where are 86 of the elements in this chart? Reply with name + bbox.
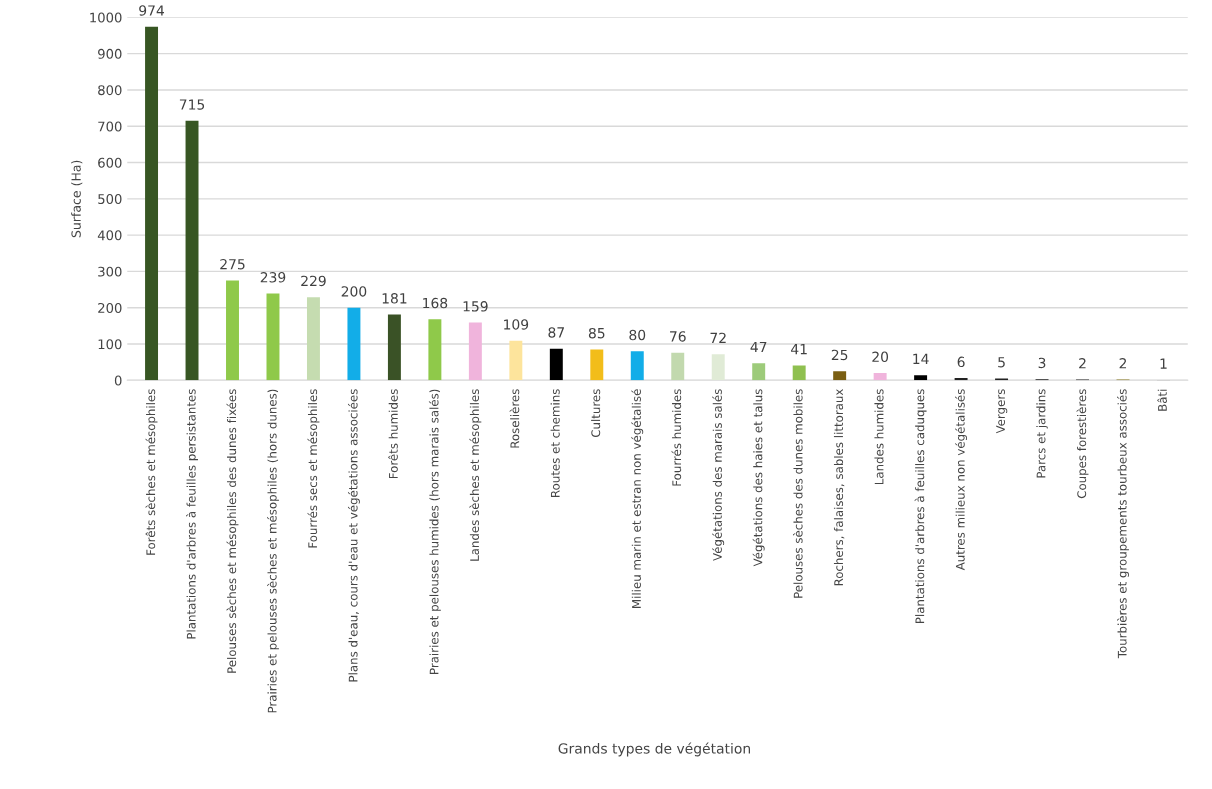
bar — [914, 375, 928, 381]
data-label: 974 — [139, 5, 165, 16]
y-tick-label: 700 — [98, 121, 122, 132]
y-tick-label: 300 — [98, 266, 122, 277]
data-label: 3 — [1038, 357, 1046, 369]
bar — [590, 349, 604, 381]
x-tick-label: Landes humides — [874, 389, 884, 485]
x-tick-label: Parcs et jardins — [1036, 389, 1048, 478]
bar — [671, 352, 685, 381]
x-tick-label: Bâti — [1157, 389, 1167, 411]
data-label: 87 — [548, 327, 564, 338]
x-tick-label: Forêts sèches et mésophiles — [145, 389, 158, 555]
x-tick-label: Prairies et pelouses humides (hors marais salés) — [428, 389, 441, 674]
bar — [387, 314, 401, 381]
bar — [428, 319, 442, 381]
data-label: 275 — [220, 258, 245, 270]
y-tick-label: 900 — [98, 48, 122, 59]
x-axis-title: Grands types de végétation — [558, 742, 750, 757]
bar — [833, 371, 847, 381]
y-axis-title: Surface (Ha) — [71, 160, 83, 238]
x-tick-label: Routes et chemins — [550, 389, 560, 497]
bar — [711, 354, 725, 381]
data-label: 239 — [260, 272, 286, 283]
bar — [347, 307, 361, 381]
y-tick-label: 600 — [98, 157, 122, 168]
bar — [873, 373, 887, 381]
x-tick-label: Pelouses sèches et mésophiles des dunes fixées — [226, 389, 239, 673]
bar — [185, 120, 199, 381]
data-label: 76 — [670, 331, 686, 342]
x-tick-label: Végétations des marais salés — [712, 389, 725, 561]
x-tick-label: Fourrés secs et mésophiles — [307, 389, 320, 548]
data-label: 2 — [1119, 358, 1127, 369]
x-tick-label: Plans d'eau, cours d'eau et végétations associées — [347, 389, 360, 682]
data-label: 80 — [629, 329, 646, 341]
bar — [954, 378, 968, 381]
x-tick-label: Tourbières et groupements tourbeux associés — [1117, 389, 1129, 659]
x-tick-label: Cultures — [591, 389, 601, 438]
y-tick-label: 0 — [114, 375, 122, 386]
x-tick-label: Plantations d'arbres à feuilles persistantes — [186, 389, 198, 639]
bar — [549, 348, 563, 381]
x-tick-label: Vergers — [996, 389, 1008, 434]
y-tick-label: 800 — [98, 85, 122, 96]
x-tick-label: Landes sèches et mésophiles — [469, 389, 482, 561]
data-label: 25 — [831, 349, 848, 361]
y-tick-label: 200 — [98, 302, 122, 313]
y-tick-label: 500 — [98, 194, 122, 205]
x-tick-label: Forêts humides — [388, 389, 398, 479]
data-label: 200 — [341, 286, 367, 297]
data-label: 41 — [791, 344, 807, 355]
bar — [266, 293, 280, 381]
x-tick-label: Rochers, falaises, sables littoraux — [833, 389, 845, 586]
y-tick-label: 1000 — [90, 12, 122, 23]
x-tick-label: Plantations d'arbres à feuilles caduques — [914, 389, 927, 624]
x-tick-label: Roselières — [509, 389, 520, 448]
data-label: 72 — [710, 332, 726, 343]
bar — [792, 365, 806, 381]
x-tick-label: Coupes forestières — [1076, 389, 1089, 499]
x-tick-label: Autres milieux non végétalisés — [955, 389, 968, 571]
data-label: 6 — [957, 356, 965, 368]
bar — [306, 297, 320, 381]
data-label: 715 — [179, 99, 205, 110]
y-tick-label: 100 — [98, 339, 122, 350]
x-tick-label: Prairies et pelouses sèches et mésophiles (hors dunes) — [267, 389, 279, 713]
data-label: 14 — [913, 353, 929, 364]
data-label: 1 — [1160, 358, 1167, 369]
x-tick-label: Milieu marin et estran non végétalisé — [631, 389, 644, 608]
x-tick-label: Végétations des haies et talus — [752, 389, 765, 567]
bar — [226, 280, 239, 381]
x-tick-label: Pelouses sèches des dunes mobiles — [792, 389, 803, 598]
y-tick-label: 400 — [97, 230, 122, 241]
data-label: 159 — [463, 301, 488, 312]
bar — [752, 363, 766, 381]
bar — [145, 26, 159, 381]
data-label: 5 — [998, 357, 1005, 368]
data-label: 20 — [872, 351, 889, 363]
data-label: 168 — [423, 297, 448, 309]
bar — [630, 351, 644, 381]
data-label: 181 — [382, 293, 407, 304]
data-label: 47 — [750, 341, 767, 353]
bar — [468, 322, 482, 381]
data-label: 109 — [504, 319, 529, 330]
x-tick-label: Fourrés humides — [671, 389, 682, 486]
bar — [509, 340, 523, 381]
data-label: 85 — [588, 327, 605, 339]
data-label: 229 — [301, 275, 326, 287]
data-label: 2 — [1079, 358, 1086, 369]
